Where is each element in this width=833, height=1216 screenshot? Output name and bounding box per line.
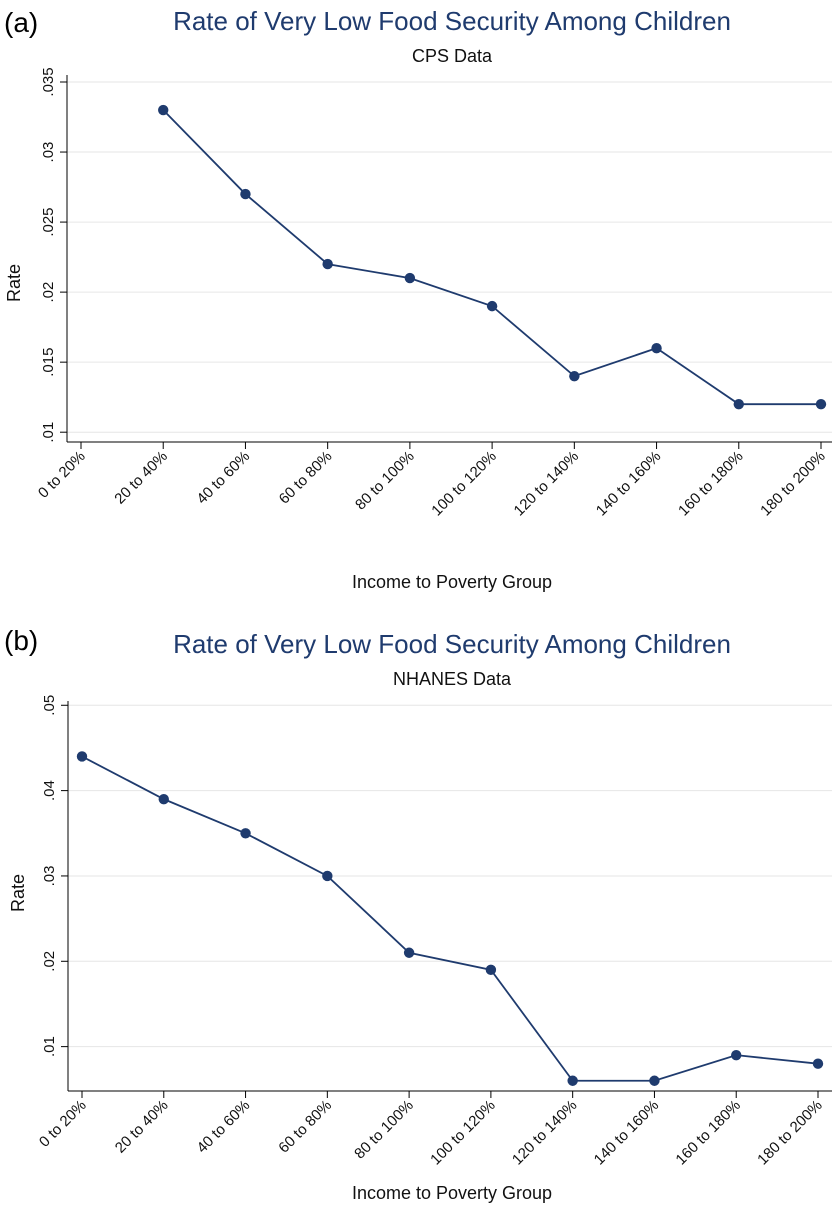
y-tick-label-b: .05 [41, 695, 58, 716]
x-tick-label-a: 160 to 180% [675, 448, 747, 520]
x-tick-label-a: 120 to 140% [511, 448, 583, 520]
y-tick-label-b: .04 [41, 780, 58, 801]
x-tick-label-b: 120 to 140% [509, 1097, 581, 1169]
plot-area-b: .01 .02 .03 .04 .05 0 to 20% 20 to 40% 40 to 60… [36, 695, 832, 1169]
data-point-a [404, 272, 416, 284]
y-tick-label-a: .035 [40, 67, 57, 96]
x-tick-label-a: 60 to 80% [276, 448, 336, 508]
data-point-a [733, 398, 744, 410]
x-tick-label-b: 140 to 160% [591, 1097, 663, 1169]
x-tick-label-b: 20 to 40% [112, 1097, 172, 1157]
data-point-a [651, 342, 662, 354]
data-point-b [731, 1049, 742, 1061]
x-axis-title-a: Income to Poverty Group [352, 572, 552, 592]
x-tick-label-b: 40 to 60% [194, 1097, 254, 1157]
data-point-a [815, 398, 827, 410]
y-tick-label-a: .01 [40, 422, 57, 443]
x-tick-label-a: 0 to 20% [35, 448, 89, 502]
series-line-a [162, 109, 821, 406]
y-tick-label-a: .02 [40, 282, 57, 303]
data-point-b [240, 828, 251, 839]
data-point-b [322, 870, 333, 882]
data-point-b [403, 947, 415, 958]
y-tick-label-b: .03 [41, 866, 58, 887]
chart-a-svg: (a) Rate of Very Low Food Security Among… [4, 6, 832, 592]
data-point-b [812, 1058, 824, 1069]
x-tick-label-a: 80 to 100% [352, 448, 418, 514]
data-point-b [649, 1075, 660, 1086]
x-tick-label-a: 40 to 60% [193, 448, 253, 508]
chart-panel-a: (a) Rate of Very Low Food Security Among… [0, 0, 833, 600]
y-axis-title-a: Rate [4, 264, 24, 302]
y-axis-title-b: Rate [8, 874, 28, 912]
panel-label-b: (b) [4, 625, 38, 656]
x-tick-label-a: 180 to 200% [757, 448, 829, 520]
y-tick-label-b: .02 [41, 951, 58, 972]
panel-label-a: (a) [4, 7, 38, 38]
x-tick-label-b: 80 to 100% [351, 1097, 417, 1163]
data-point-b [158, 793, 169, 805]
x-tick-label-b: 60 to 80% [275, 1097, 335, 1157]
data-point-a [486, 300, 498, 312]
x-tick-label-b: 0 to 20% [36, 1097, 90, 1151]
x-tick-label-b: 160 to 180% [672, 1097, 744, 1169]
x-tick-label-a: 20 to 40% [111, 448, 171, 508]
data-point-a [240, 188, 251, 200]
data-point-a [322, 258, 333, 270]
series-line-b [81, 755, 819, 1082]
chart-b-svg: (b) Rate of Very Low Food Security Among… [4, 625, 832, 1203]
data-point-b [567, 1075, 578, 1086]
chart-subtitle-b: NHANES Data [393, 669, 512, 689]
chart-title-b: Rate of Very Low Food Security Among Chi… [173, 629, 731, 659]
chart-title-a: Rate of Very Low Food Security Among Chi… [173, 6, 731, 36]
y-tick-label-a: .03 [40, 142, 57, 163]
x-tick-label-a: 140 to 160% [593, 448, 665, 520]
data-point-a [158, 104, 169, 116]
x-axis-title-b: Income to Poverty Group [352, 1183, 552, 1203]
data-point-b [485, 964, 497, 976]
y-tick-label-a: .025 [40, 207, 57, 236]
x-tick-label-b: 180 to 200% [754, 1097, 826, 1169]
chart-panel-b: (b) Rate of Very Low Food Security Among… [0, 610, 833, 1211]
data-point-a [569, 370, 580, 382]
x-tick-label-b: 100 to 120% [427, 1097, 499, 1169]
y-tick-label-a: .015 [40, 348, 57, 377]
data-point-b [76, 751, 88, 762]
x-tick-label-a: 100 to 120% [428, 448, 500, 520]
y-tick-label-b: .01 [41, 1036, 58, 1057]
chart-subtitle-a: CPS Data [412, 46, 493, 66]
plot-area-a: .01 .015 .02 .025 .03 .035 0 to 20% 20 to 40% 40… [35, 67, 832, 519]
